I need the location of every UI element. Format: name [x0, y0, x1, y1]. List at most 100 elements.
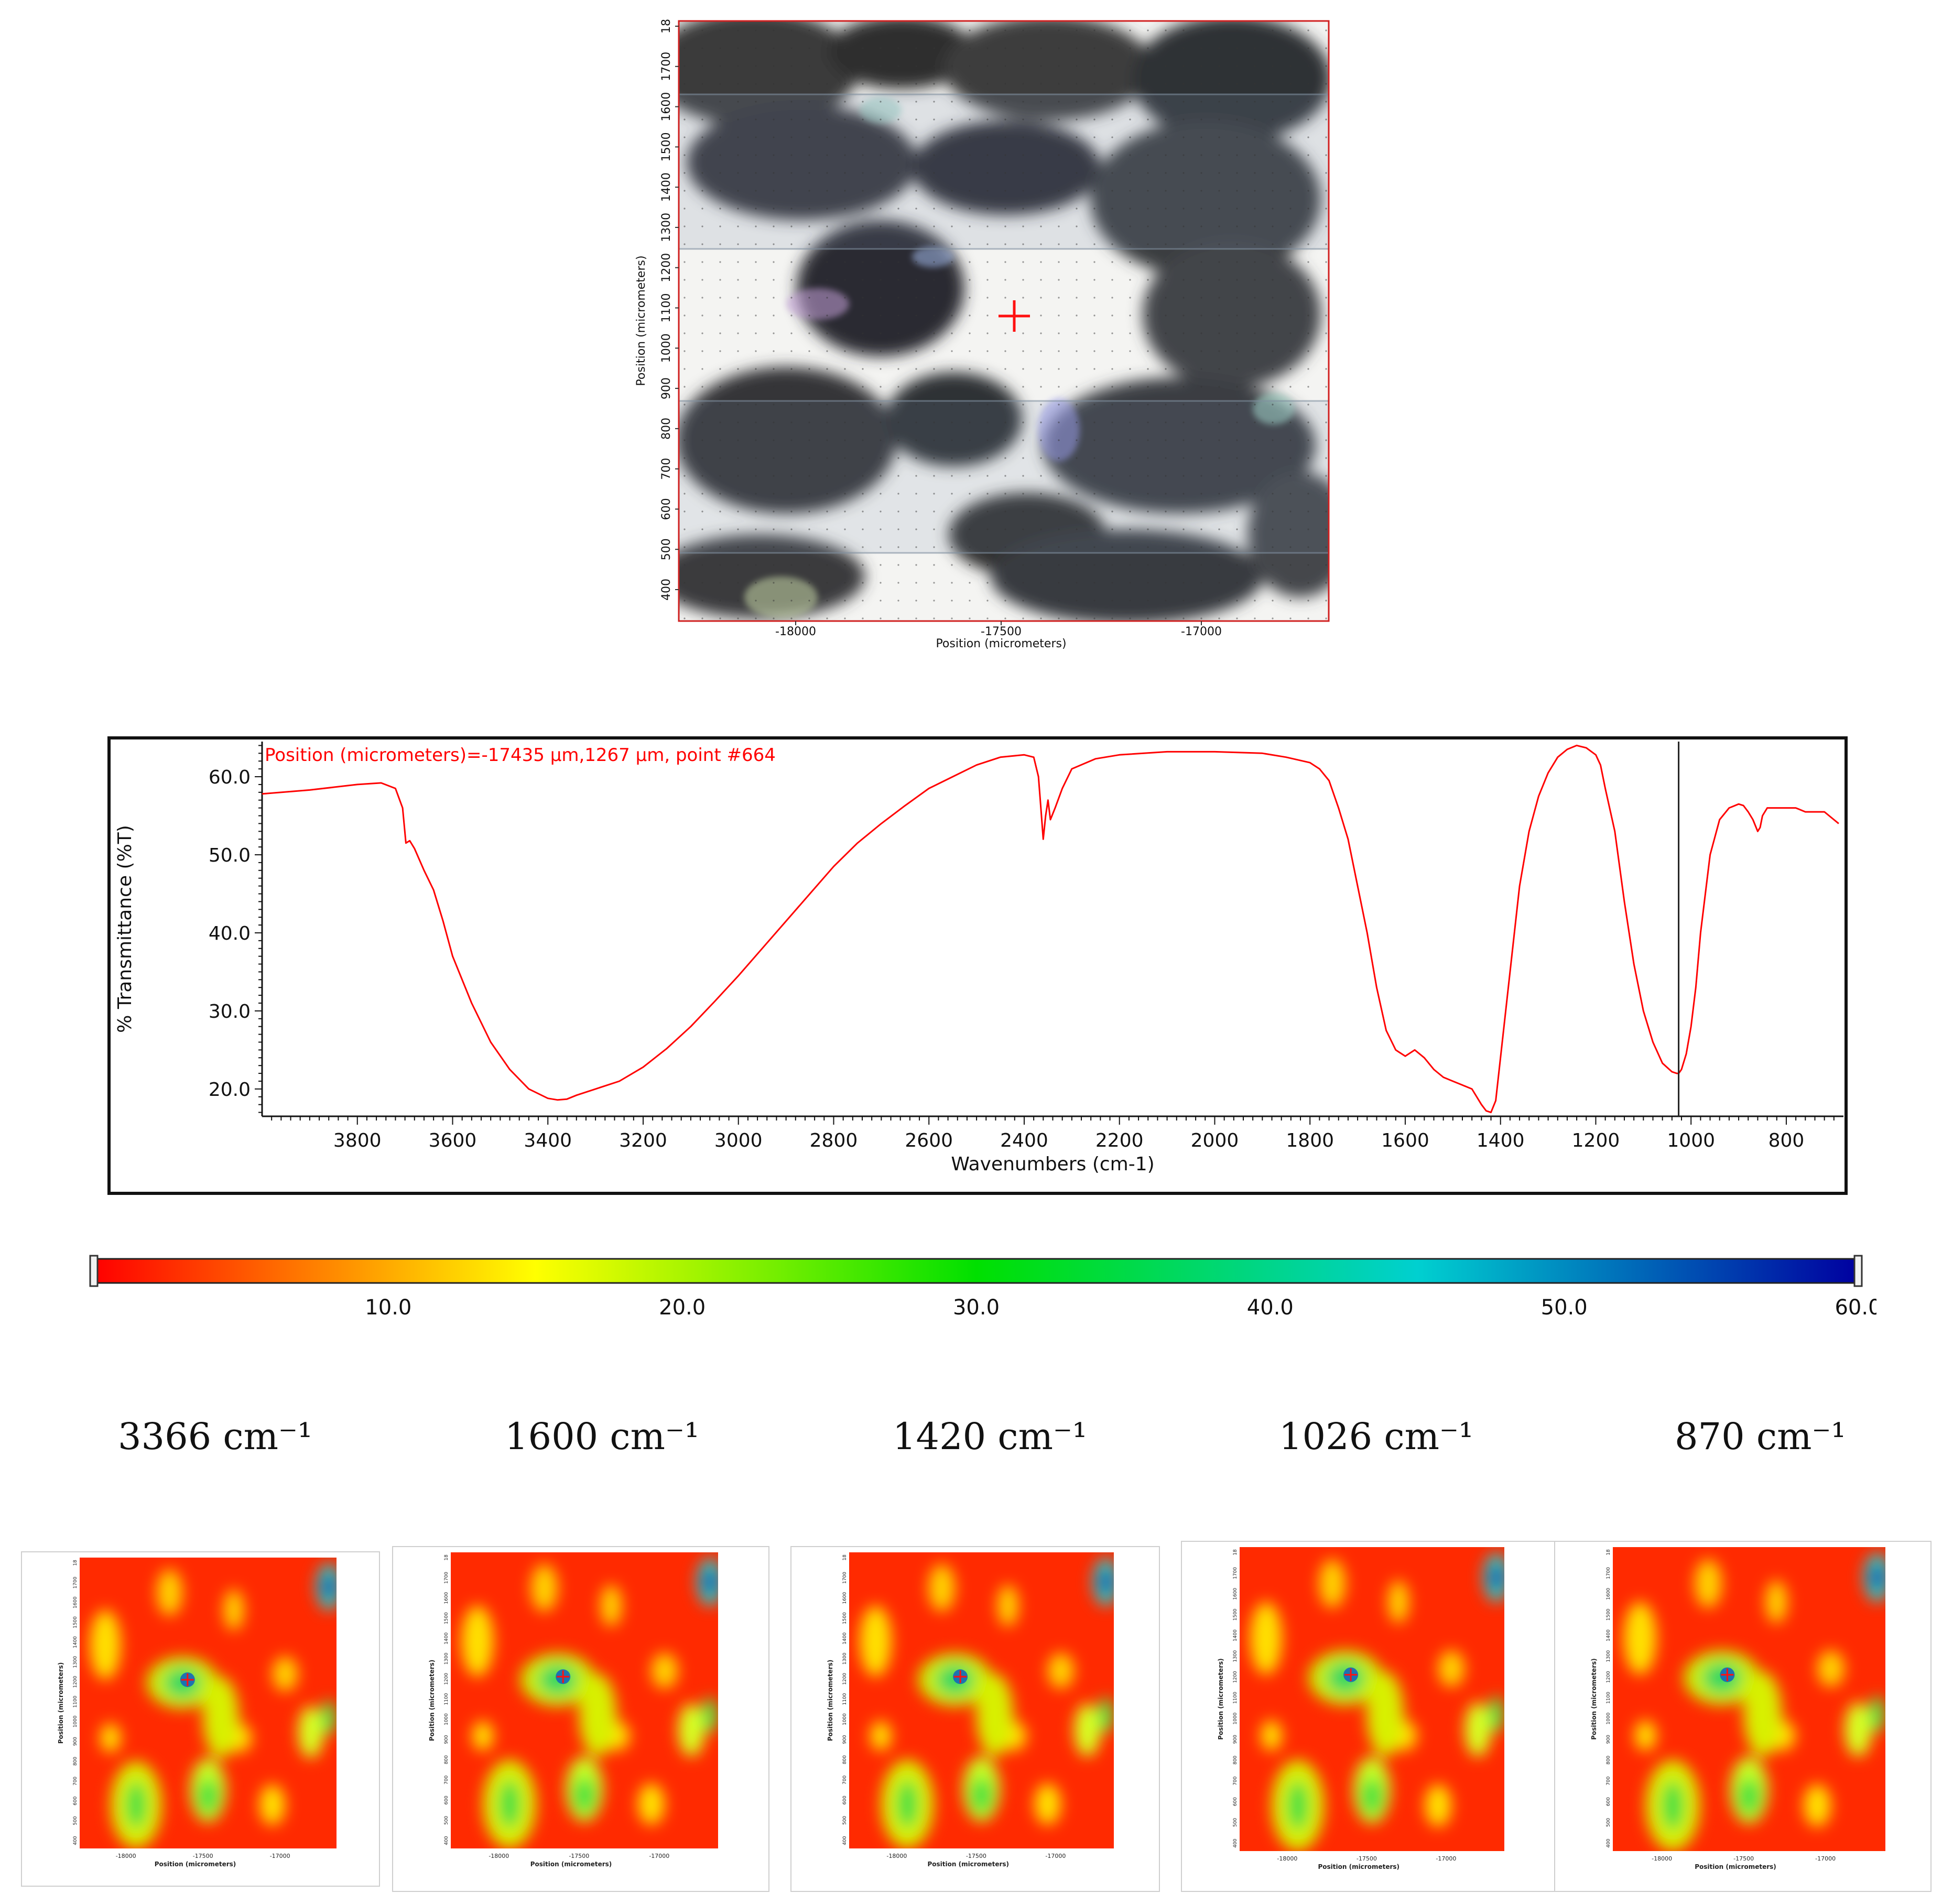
heatmap-y-tick-label: 1600 — [444, 1592, 449, 1604]
heatmap-x-tick-label: -18000 — [886, 1853, 907, 1859]
heatmap-y-tick-label: 700 — [1233, 1776, 1238, 1785]
heatmap-y-tick-label: 500 — [842, 1816, 848, 1825]
heatmap-x-tick-label: -17500 — [1357, 1855, 1377, 1862]
heatmap-y-tick-label: 500 — [444, 1816, 449, 1825]
spectrum-y-tick-label: 30.0 — [209, 1001, 251, 1022]
heatmap-y-tick-label: 500 — [1233, 1818, 1238, 1826]
heatmap-y-tick-label: 1600 — [1606, 1588, 1611, 1600]
colorbar-gradient — [93, 1258, 1859, 1284]
micrograph-y-tick-label: 1200 — [660, 253, 673, 282]
heatmap-y-tick-label: 600 — [444, 1796, 449, 1804]
heatmap-y-tick-label: 600 — [1233, 1797, 1238, 1806]
heatmap-y-axis-label: Position (micrometers) — [1217, 1658, 1224, 1740]
heatmap-panel: -18000 -17500 -17000 Position (micrometers)… — [1181, 1541, 1556, 1892]
colorbar-tick-label: 10.0 — [365, 1296, 411, 1320]
heatmap-x-tick-label: -17500 — [193, 1853, 213, 1859]
heatmap-y-tick-label: 1100 — [1233, 1692, 1238, 1704]
spectrum-x-tick-label: 800 — [1768, 1130, 1805, 1151]
heatmap-x-tick-label: -17000 — [1815, 1855, 1836, 1862]
heatmap-y-tick-label: 1500 — [73, 1616, 78, 1628]
micrograph-x-tick-label: -17500 — [981, 625, 1022, 638]
micrograph-y-tick-label: 1500 — [660, 132, 673, 161]
heatmap-panel: -18000 -17500 -17000 Position (micrometers)… — [790, 1546, 1160, 1892]
heatmap-y-tick-label: 900 — [73, 1737, 78, 1746]
heatmap-x-tick-label: -18000 — [489, 1853, 509, 1859]
heatmap-y-tick-label: 400 — [842, 1836, 848, 1845]
heatmap-y-tick-label: 1100 — [444, 1693, 449, 1705]
map-label-1026: 1026 cm⁻¹ — [1279, 1415, 1473, 1458]
spectrum-y-tick-label: 40.0 — [209, 923, 251, 944]
spectrum-x-tick-label: 2600 — [905, 1130, 953, 1151]
micrograph-y-tick-label: 500 — [660, 538, 673, 560]
heatmap-y-tick-label: 400 — [1233, 1838, 1238, 1847]
colorbar-tick-label: 30.0 — [953, 1296, 1000, 1320]
micrograph-x-tick-label: -17000 — [1181, 625, 1222, 638]
heatmap-y-tick-label: 18 — [842, 1554, 848, 1561]
heatmap-image — [849, 1552, 1114, 1848]
colorbar-min-handle[interactable] — [89, 1255, 99, 1287]
spectrum-x-tick-label: 1600 — [1381, 1130, 1429, 1151]
heatmap-y-tick-label: 1200 — [444, 1673, 449, 1685]
heatmap-crosshair-marker — [557, 1670, 570, 1683]
heatmap-panel: -18000 -17500 -17000 Position (micrometers)… — [392, 1546, 769, 1892]
colorbar-panel: 10.0 20.0 30.0 40.0 50.0 60.0 — [84, 1247, 1882, 1326]
heatmap-y-tick-label: 1200 — [73, 1675, 78, 1688]
heatmap-y-tick-label: 1400 — [1606, 1629, 1611, 1641]
heatmap-x-tick-label: -17500 — [569, 1853, 589, 1859]
heatmap-y-tick-label: 1700 — [842, 1572, 848, 1584]
heatmap-plot: -18000 -17500 -17000 Position (micrometers)… — [1554, 1541, 1932, 1892]
heatmap-x-tick-label: -18000 — [1277, 1855, 1297, 1862]
heatmap-y-tick-label: 1600 — [842, 1592, 848, 1604]
spectrum-x-axis-label: Wavenumbers (cm-1) — [951, 1154, 1154, 1175]
heatmap-y-tick-label: 1400 — [444, 1633, 449, 1645]
heatmap-y-tick-label: 800 — [842, 1755, 848, 1764]
heatmap-y-tick-label: 1100 — [1606, 1692, 1611, 1704]
micrograph-y-tick-label: 1600 — [660, 92, 673, 122]
heatmap-y-tick-label: 1500 — [444, 1612, 449, 1624]
heatmap-y-tick-label: 1500 — [1606, 1608, 1611, 1620]
heatmap-y-tick-label: 900 — [1606, 1735, 1611, 1744]
heatmap-y-tick-label: 1100 — [842, 1693, 848, 1705]
map-label-870: 870 cm⁻¹ — [1675, 1415, 1846, 1458]
spectrum-x-tick-label: 2000 — [1191, 1130, 1239, 1151]
heatmap-y-tick-label: 1500 — [842, 1612, 848, 1624]
micrograph-y-tick-label: 1400 — [660, 172, 673, 202]
heatmap-y-tick-label: 1700 — [73, 1576, 78, 1589]
spectrum-panel: 20.0 30.0 40.0 50.0 60.0 3800 3600 3400 3200 300… — [107, 736, 1848, 1195]
spectrum-annotation: Position (micrometers)=-17435 µm,1267 µm… — [265, 745, 776, 766]
colorbar-tick-label: 40.0 — [1247, 1296, 1294, 1320]
heatmap-y-tick-label: 1300 — [444, 1652, 449, 1664]
heatmap-y-tick-label: 700 — [73, 1777, 78, 1786]
map-label-1600: 1600 cm⁻¹ — [505, 1415, 699, 1458]
spectrum-x-tick-label: 1400 — [1477, 1130, 1525, 1151]
spectrum-y-tick-label: 20.0 — [209, 1079, 251, 1101]
heatmap-y-tick-label: 800 — [1233, 1756, 1238, 1765]
heatmap-y-tick-label: 18 — [73, 1560, 78, 1566]
spectrum-x-tick-label: 1000 — [1667, 1130, 1715, 1151]
heatmap-x-tick-label: -17000 — [1045, 1853, 1066, 1859]
spectrum-x-tick-label: 2200 — [1095, 1130, 1144, 1151]
spectrum-series-line — [262, 744, 1839, 1114]
colorbar-max-handle[interactable] — [1853, 1255, 1863, 1287]
spectrum-chart: 20.0 30.0 40.0 50.0 60.0 3800 3600 3400 3200 300… — [107, 736, 1848, 1195]
heatmap-x-tick-label: -17000 — [1436, 1855, 1456, 1862]
heatmap-y-tick-label: 1000 — [1606, 1712, 1611, 1724]
heatmap-y-tick-label: 1000 — [73, 1715, 78, 1727]
heatmap-y-tick-label: 1400 — [842, 1633, 848, 1645]
heatmap-y-tick-label: 1600 — [1233, 1588, 1238, 1600]
heatmap-y-axis-label: Position (micrometers) — [57, 1662, 64, 1744]
heatmap-y-tick-label: 800 — [1606, 1756, 1611, 1765]
heatmap-y-tick-label: 1600 — [73, 1596, 78, 1608]
heatmap-y-tick-label: 1000 — [444, 1713, 449, 1725]
heatmap-plot: -18000 -17500 -17000 Position (micrometers)… — [392, 1546, 769, 1892]
heatmap-y-tick-label: 600 — [842, 1796, 848, 1804]
micrograph-y-tick-label: 18 — [660, 19, 673, 34]
heatmap-y-tick-label: 1200 — [1233, 1671, 1238, 1683]
colorbar-tick-label: 60.0 — [1835, 1296, 1876, 1320]
heatmap-y-tick-label: 1300 — [1233, 1650, 1238, 1662]
heatmap-panel: -18000 -17500 -17000 Position (micrometers)… — [21, 1551, 380, 1887]
micrograph-y-tick-label: 700 — [660, 458, 673, 480]
micrograph-y-axis-label: Position (micrometers) — [635, 255, 648, 386]
heatmap-x-tick-label: -18000 — [1652, 1855, 1672, 1862]
heatmap-y-axis-label: Position (micrometers) — [428, 1660, 436, 1742]
